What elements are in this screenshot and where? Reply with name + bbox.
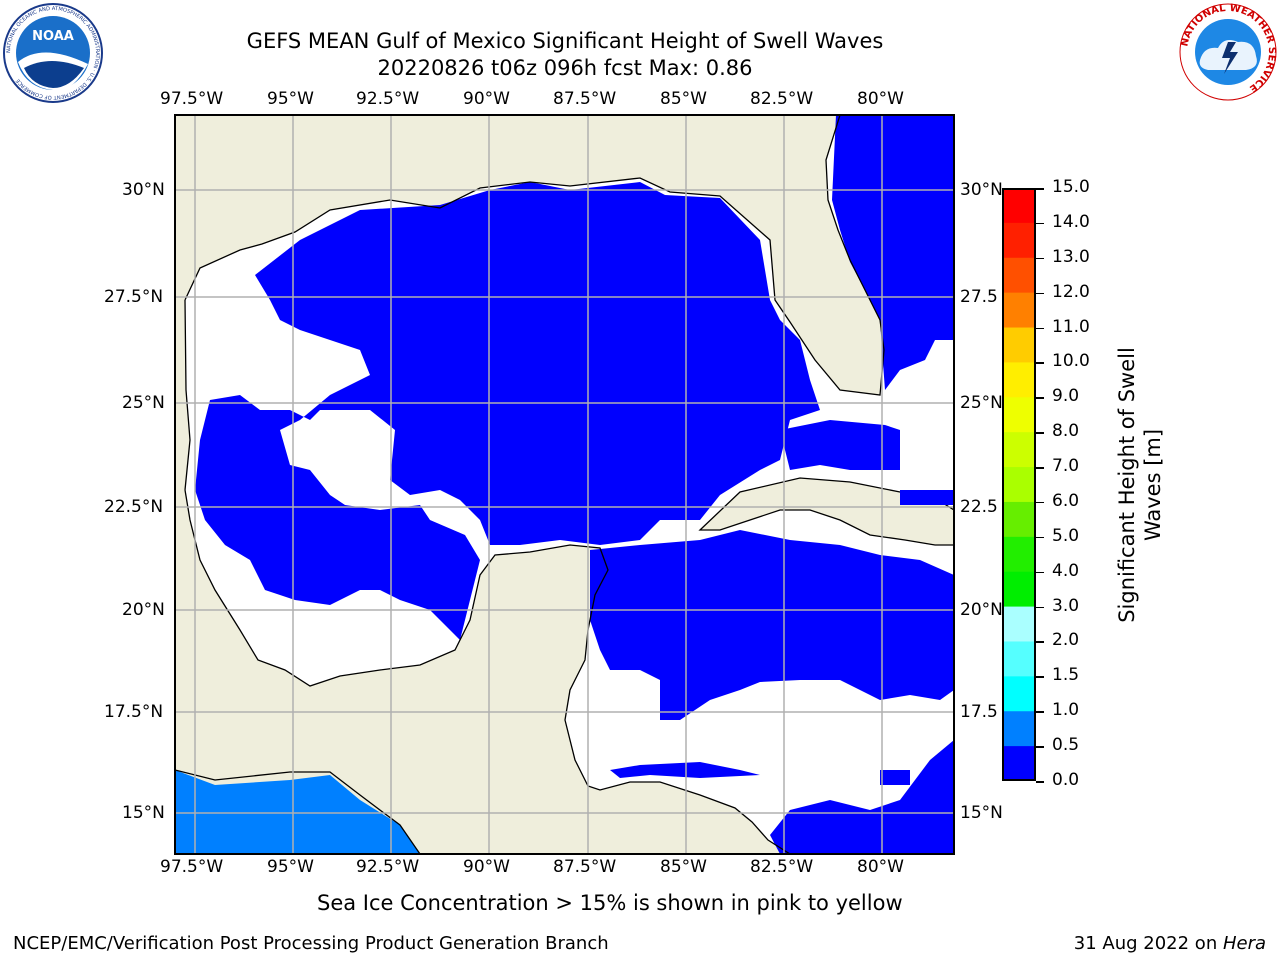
colorbar-tick-label: 14.0 <box>1052 211 1090 232</box>
lat-label-left: 22.5°N <box>104 497 164 517</box>
colorbar-tick-label: 6.0 <box>1052 490 1080 511</box>
graticule <box>175 115 954 854</box>
page-title: GEFS MEAN Gulf of Mexico Significant Hei… <box>246 29 884 53</box>
colorbar-tick-mark <box>1036 501 1044 504</box>
colorbar-segment <box>1003 327 1035 363</box>
colorbar-segment <box>1003 711 1035 747</box>
lat-label-left: 27.5°N <box>104 287 164 307</box>
lat-label-left: 17.5°N <box>104 702 164 722</box>
colorbar-tick-mark <box>1036 467 1044 469</box>
colorbar-tick-mark <box>1036 536 1044 539</box>
colorbar-segment <box>1003 362 1035 398</box>
lat-label-left: 25°N <box>122 393 165 413</box>
colorbar-tick-mark <box>1036 711 1044 713</box>
nws-logo: NATIONAL WEATHER SERVICE <box>1179 3 1277 101</box>
lat-label-right: 15°N <box>960 803 1003 823</box>
colorbar-segment <box>1003 536 1035 573</box>
lat-label-left: 20°N <box>122 600 165 620</box>
lon-label-bottom: 97.5°W <box>160 857 224 877</box>
lon-label-top: 95°W <box>267 89 314 109</box>
footer-branch: NCEP/EMC/Verification Post Processing Pr… <box>13 933 609 954</box>
lon-label-bottom: 90°W <box>463 857 510 877</box>
page-subtitle: 20220826 t06z 096h fcst Max: 0.86 <box>377 56 753 80</box>
colorbar-tick-label: 12.0 <box>1052 281 1090 302</box>
colorbar-segment <box>1003 676 1035 712</box>
lon-label-bottom: 80°W <box>857 857 904 877</box>
land-cuba <box>698 477 954 546</box>
colorbar-tick-mark <box>1036 641 1044 643</box>
colorbar-tick-mark <box>1036 188 1044 190</box>
colorbar-tick-label: 1.0 <box>1052 700 1080 721</box>
swell-field-mid <box>175 770 420 854</box>
colorbar-tick-mark <box>1036 676 1044 678</box>
colorbar-tick-label: 7.0 <box>1052 456 1080 477</box>
colorbar-tick-mark <box>1036 781 1044 783</box>
colorbar-tick-label: 11.0 <box>1052 316 1090 337</box>
colorbar-segment <box>1003 571 1035 608</box>
lon-label-top: 82.5°W <box>750 89 814 109</box>
lat-label-left: 15°N <box>122 803 165 823</box>
colorbar-tick-label: 10.0 <box>1052 351 1090 372</box>
lon-label-top: 87.5°W <box>553 89 617 109</box>
colorbar-segment <box>1003 188 1035 224</box>
colorbar-segment <box>1003 641 1035 677</box>
lon-label-top: 97.5°W <box>160 89 224 109</box>
lon-label-bottom: 92.5°W <box>356 857 420 877</box>
lat-label-right: 22.5 <box>960 497 998 517</box>
lon-label-bottom: 85°W <box>660 857 707 877</box>
lon-label-bottom: 95°W <box>267 857 314 877</box>
colorbar-segment <box>1003 432 1035 468</box>
lon-label-bottom: 82.5°W <box>750 857 814 877</box>
colorbar-tick-label: 13.0 <box>1052 246 1090 267</box>
colorbar-tick-mark <box>1036 292 1044 295</box>
colorbar-tick-label: 0.0 <box>1052 770 1080 790</box>
colorbar-tick-label: 8.0 <box>1052 421 1080 442</box>
colorbar-segment <box>1003 467 1035 503</box>
colorbar-tick-mark <box>1036 432 1044 434</box>
footer-date: 31 Aug 2022 on Hera <box>1073 933 1266 954</box>
colorbar-segment <box>1003 397 1035 433</box>
colorbar-tick-mark <box>1036 397 1044 399</box>
lat-label-right: 20°N <box>960 600 1003 620</box>
colorbar-tick-mark <box>1036 746 1044 748</box>
colorbar-segment <box>1003 222 1035 259</box>
colorbar <box>1002 188 1036 781</box>
colorbar-tick-label: 1.5 <box>1052 665 1080 686</box>
lat-label-right: 30°N <box>960 180 1003 200</box>
lon-label-top: 80°W <box>857 89 904 109</box>
colorbar-tick-label: 0.5 <box>1052 735 1080 756</box>
colorbar-tick-mark <box>1036 257 1044 260</box>
colorbar-tick-mark <box>1036 327 1044 330</box>
noaa-logo-text: NOAA <box>32 29 74 44</box>
colorbar-segment <box>1003 606 1035 642</box>
lon-label-top: 90°W <box>463 89 510 109</box>
colorbar-tick-mark <box>1036 571 1044 574</box>
lat-label-right: 27.5 <box>960 287 998 307</box>
colorbar-tick-label: 2.0 <box>1052 630 1080 651</box>
colorbar-tick-mark <box>1036 606 1044 609</box>
colorbar-tick-mark <box>1036 362 1044 364</box>
lat-label-left: 30°N <box>122 180 165 200</box>
colorbar-tick-label: 9.0 <box>1052 386 1080 407</box>
colorbar-tick-label: 5.0 <box>1052 525 1080 546</box>
map-frame <box>174 114 955 855</box>
colorbar-segment <box>1003 746 1035 781</box>
lon-label-bottom: 87.5°W <box>553 857 617 877</box>
lat-label-right: 17.5 <box>960 702 998 722</box>
colorbar-tick-mark <box>1036 222 1044 225</box>
colorbar-tick-label: 15.0 <box>1052 177 1090 197</box>
colorbar-segment <box>1003 501 1035 538</box>
colorbar-segment <box>1003 257 1035 294</box>
colorbar-tick-label: 3.0 <box>1052 595 1080 616</box>
lat-label-right: 25°N <box>960 393 1003 413</box>
sea-ice-caption: Sea Ice Concentration > 15% is shown in … <box>317 891 903 915</box>
colorbar-tick-label: 4.0 <box>1052 560 1080 581</box>
noaa-logo: NOAA NATIONAL OCEANIC AND ATMOSPHERIC AD… <box>3 3 103 103</box>
lon-label-top: 92.5°W <box>356 89 420 109</box>
coastlines <box>175 115 885 854</box>
colorbar-segment <box>1003 292 1035 329</box>
lon-label-top: 85°W <box>660 89 707 109</box>
